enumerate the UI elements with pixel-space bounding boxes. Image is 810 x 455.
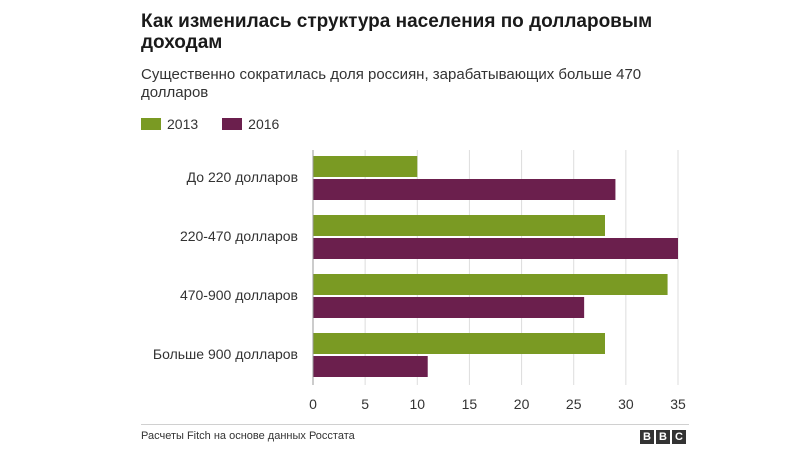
chart-title: Как изменилась структура населения по до…: [141, 11, 653, 53]
chart-subtitle: Существенно сократилась доля россиян, за…: [141, 66, 642, 101]
category-label: До 220 долларов: [187, 169, 298, 185]
bar-2013: [313, 156, 418, 177]
bar-2013: [313, 274, 668, 295]
x-tick-label: 10: [409, 396, 425, 412]
legend-item-2013: 2013: [141, 116, 198, 132]
bar-2013: [313, 215, 605, 236]
x-tick-label: 15: [462, 396, 478, 412]
category-label: 470-900 долларов: [180, 287, 298, 303]
bar-2016: [313, 297, 585, 318]
x-tick-label: 5: [361, 396, 369, 412]
bar-2016: [313, 238, 678, 259]
bbc-logo-letter: B: [656, 430, 670, 444]
bar-2013: [313, 333, 605, 354]
source-note: Расчеты Fitch на основе данных Росстата: [141, 430, 355, 442]
legend-label-2013: 2013: [167, 116, 199, 132]
bbc-logo-letter: B: [640, 430, 654, 444]
legend-swatch-2013: [141, 118, 161, 130]
legend: 2013 2016: [141, 116, 303, 132]
legend-swatch-2016: [222, 118, 243, 130]
bar-2016: [313, 179, 616, 200]
x-tick-label: 30: [618, 396, 634, 412]
bbc-logo: B B C: [640, 430, 686, 444]
category-label: 220-470 долларов: [180, 228, 298, 244]
x-tick-label: 20: [514, 396, 530, 412]
footer-divider: [141, 424, 689, 425]
x-tick-label: 35: [670, 396, 686, 412]
x-tick-label: 25: [566, 396, 582, 412]
legend-item-2016: 2016: [222, 116, 279, 132]
category-label: Больше 900 долларов: [153, 346, 298, 362]
bbc-logo-letter: C: [672, 430, 686, 444]
bar-2016: [313, 356, 428, 377]
x-tick-label: 0: [309, 396, 317, 412]
legend-label-2016: 2016: [248, 116, 280, 132]
